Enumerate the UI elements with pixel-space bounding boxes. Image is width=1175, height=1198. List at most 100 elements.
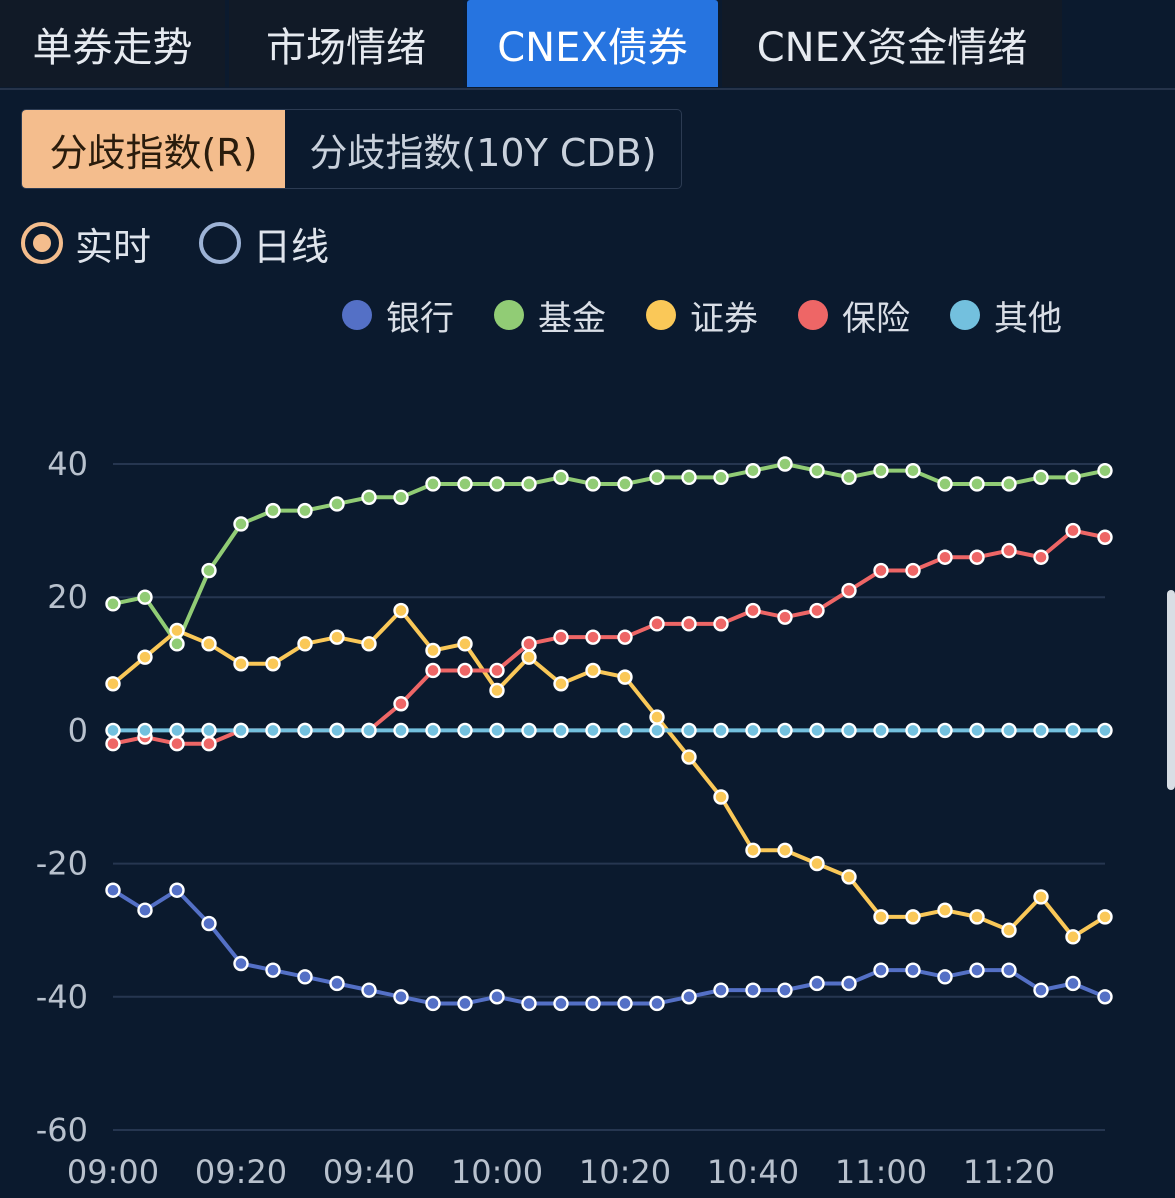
data-point (745, 462, 761, 479)
data-point (297, 722, 313, 739)
data-point (841, 722, 857, 739)
data-point (681, 749, 697, 765)
data-point (457, 476, 473, 492)
data-point (585, 476, 601, 492)
data-point (905, 562, 921, 579)
x-tick-label: 10:40 (707, 1153, 799, 1191)
data-point (713, 469, 729, 486)
radio-realtime[interactable]: 实时 (21, 216, 151, 271)
data-point (233, 955, 249, 972)
legend-label: 证券 (690, 298, 758, 339)
y-tick-label: 20 (47, 578, 88, 616)
data-point (105, 722, 121, 739)
series-2 (105, 602, 1113, 945)
data-point (905, 462, 921, 479)
data-point (1097, 989, 1113, 1005)
data-point (361, 636, 377, 652)
data-point (201, 736, 217, 752)
data-point (1033, 982, 1049, 998)
series-4 (105, 722, 1113, 739)
data-point (1065, 975, 1081, 992)
data-point (233, 516, 249, 532)
legend-item-insurance[interactable]: 保险 (798, 291, 910, 340)
chart-legend: 银行 基金 证券 保险 其他 (342, 290, 1102, 340)
legend-item-other[interactable]: 其他 (950, 291, 1062, 340)
data-point (841, 582, 857, 599)
data-point (169, 736, 185, 752)
y-tick-label: 0 (68, 711, 88, 749)
data-point (713, 982, 729, 998)
tab-market-sentiment[interactable]: 市场情绪 (229, 0, 463, 87)
data-point (521, 476, 537, 492)
tab-single-bond[interactable]: 单券走势 (0, 0, 225, 87)
index-segment-control: 分歧指数(R) 分歧指数(10Y CDB) (21, 109, 682, 189)
data-point (521, 722, 537, 739)
segment-divergence-10y-cdb[interactable]: 分歧指数(10Y CDB) (309, 130, 657, 175)
data-point (553, 469, 569, 486)
data-point (1097, 722, 1113, 739)
data-point (457, 662, 473, 679)
data-point (681, 722, 697, 739)
legend-item-fund[interactable]: 基金 (494, 291, 606, 340)
data-point (617, 476, 633, 492)
data-point (969, 722, 985, 739)
data-point (1065, 722, 1081, 739)
mode-radio-group: 实时 日线 (21, 216, 377, 271)
legend-item-bank[interactable]: 银行 (342, 291, 454, 340)
y-axis-labels: 40 20 0 -20 -40 -60 (36, 445, 88, 1149)
radio-daily[interactable]: 日线 (199, 216, 329, 271)
data-point (777, 609, 793, 625)
data-point (201, 562, 217, 579)
data-point (137, 589, 153, 605)
y-tick-label: -20 (36, 845, 88, 883)
data-point (969, 549, 985, 565)
data-point (233, 722, 249, 739)
chart-grid (113, 463, 1105, 1131)
data-point (297, 636, 313, 652)
segment-divergence-r[interactable]: 分歧指数(R) (22, 110, 285, 188)
legend-item-securities[interactable]: 证券 (646, 291, 758, 340)
data-point (873, 722, 889, 739)
data-point (329, 629, 345, 645)
data-point (617, 995, 633, 1012)
data-point (553, 629, 569, 645)
data-point (169, 722, 185, 739)
data-point (841, 975, 857, 992)
radio-daily-label: 日线 (253, 224, 330, 269)
data-point (681, 469, 697, 486)
series-3 (105, 522, 1113, 752)
data-point (361, 489, 377, 506)
data-point (681, 616, 697, 632)
data-point (649, 616, 665, 632)
divergence-line-chart[interactable]: 40 20 0 -20 -40 -60 09:00 09:20 09:40 10:00 10:20… (0, 380, 1160, 1198)
data-point (649, 709, 665, 725)
data-point (265, 656, 281, 672)
data-point (873, 962, 889, 978)
x-tick-label: 10:00 (451, 1153, 543, 1191)
data-point (745, 982, 761, 998)
data-point (937, 549, 953, 565)
data-point (521, 636, 537, 652)
data-point (1001, 476, 1017, 492)
data-point (393, 722, 409, 739)
data-point (457, 722, 473, 739)
data-point (937, 969, 953, 985)
tab-bar: 单券走势 市场情绪 CNEX债券 CNEX资金情绪 (0, 0, 1066, 87)
data-point (393, 696, 409, 712)
tab-divider (0, 88, 1175, 90)
tab-cnex-bond[interactable]: CNEX债券 (467, 0, 718, 87)
data-point (649, 995, 665, 1012)
scrollbar-handle[interactable] (1167, 590, 1175, 790)
data-point (297, 502, 313, 519)
data-point (1065, 469, 1081, 486)
data-point (201, 636, 217, 652)
tab-cnex-funding-sentiment[interactable]: CNEX资金情绪 (722, 0, 1062, 87)
data-point (585, 629, 601, 645)
data-point (585, 722, 601, 739)
data-point (681, 989, 697, 1005)
data-point (713, 789, 729, 805)
data-point (553, 995, 569, 1012)
data-point (553, 722, 569, 739)
data-point (265, 722, 281, 739)
data-point (777, 722, 793, 739)
